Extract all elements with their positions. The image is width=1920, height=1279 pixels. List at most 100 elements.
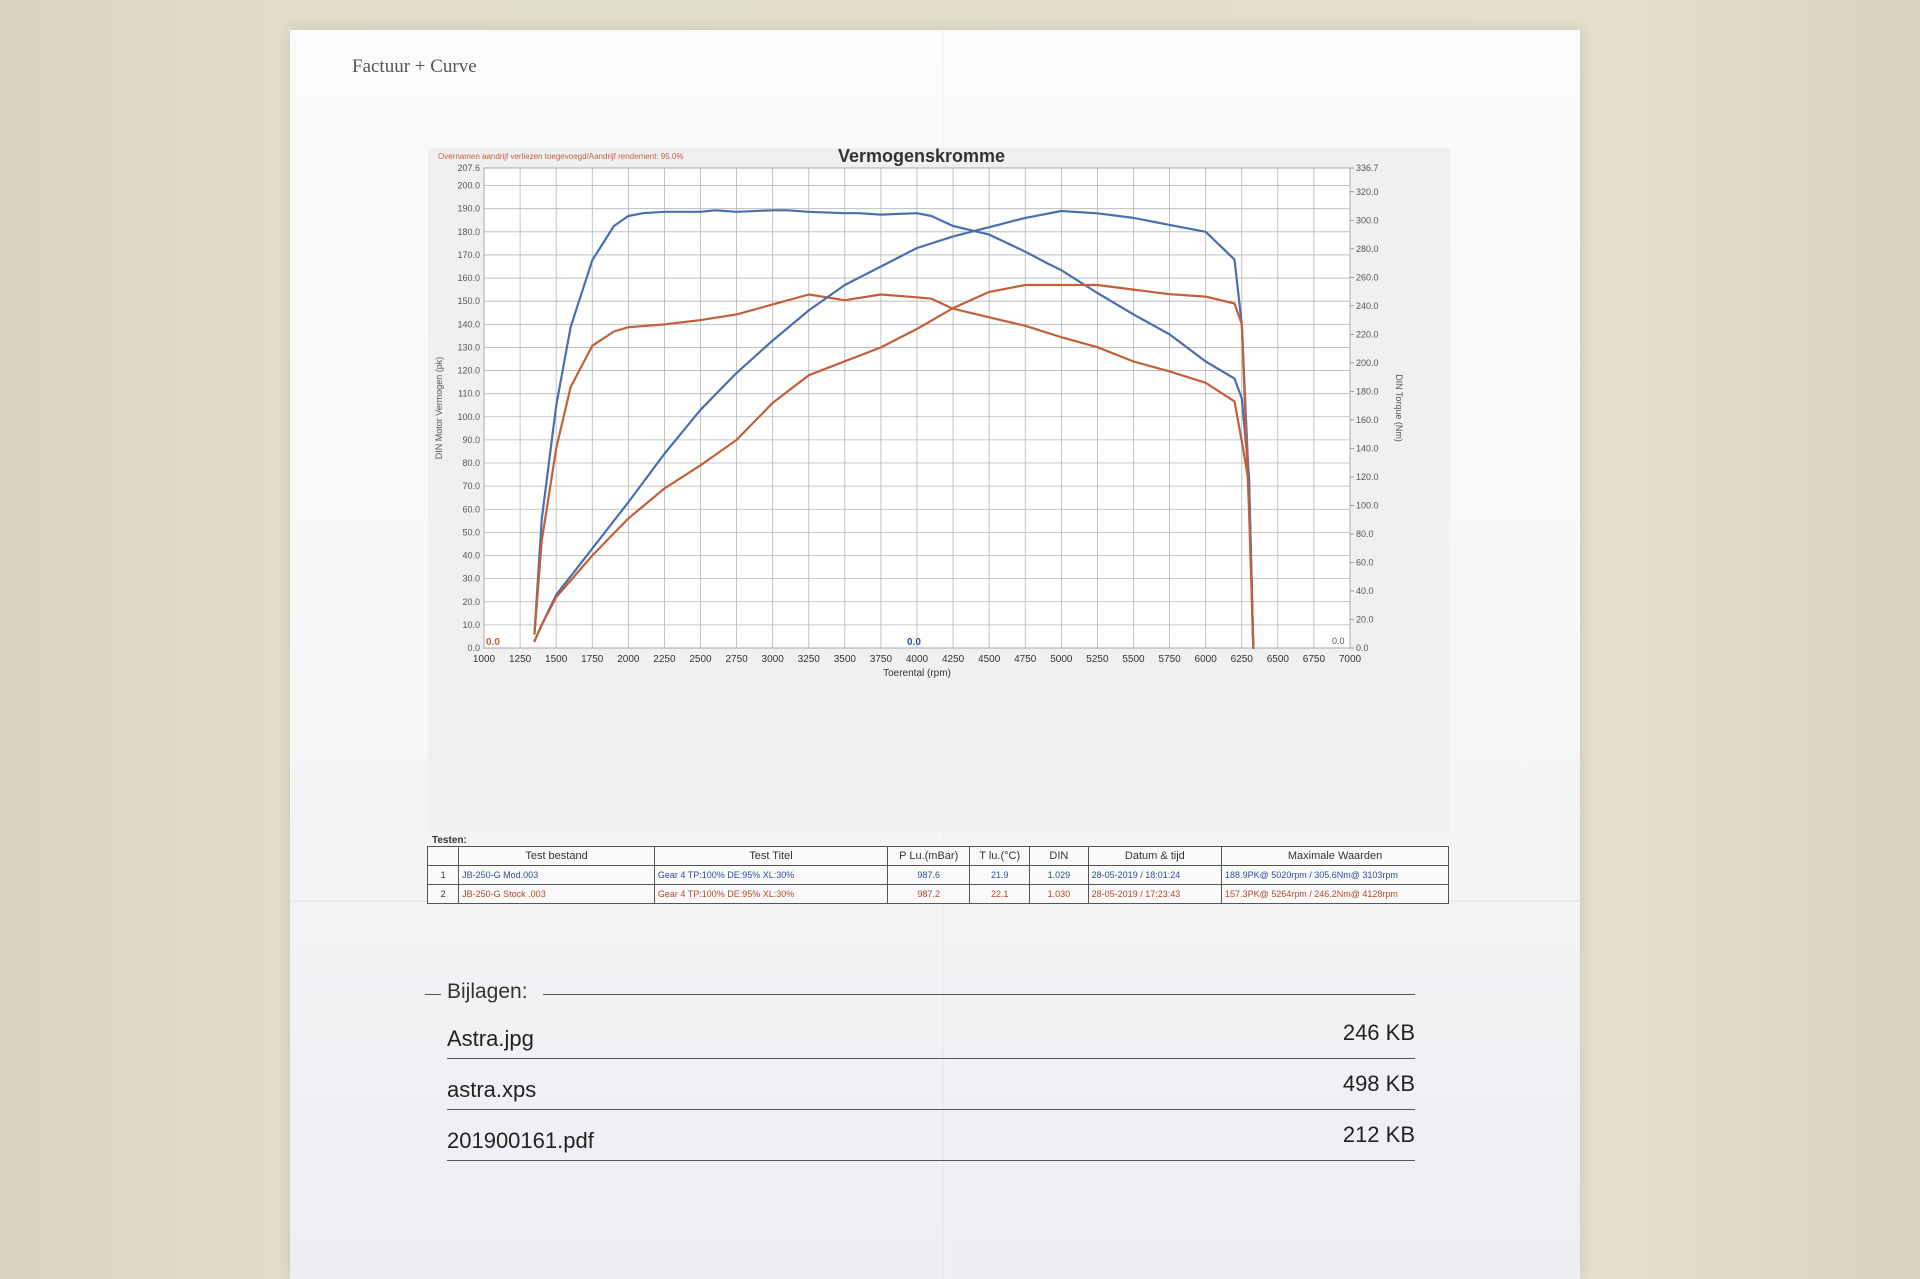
y-right-tick-label: 0.0 xyxy=(1356,643,1369,653)
zero-label-left: 0.0 xyxy=(486,637,500,648)
y-left-tick-label: 180.0 xyxy=(457,227,480,237)
y-right-tick-label: 180.0 xyxy=(1356,386,1379,396)
x-tick-label: 6500 xyxy=(1267,654,1290,665)
table-cell: 987.2 xyxy=(886,884,971,904)
table-cell: 157.3PK@ 5264rpm / 246.2Nm@ 4128rpm xyxy=(1221,884,1449,904)
y-left-tick-label: 30.0 xyxy=(462,574,480,584)
y-left-tick-label: 170.0 xyxy=(457,250,480,260)
tests-header-cell: T lu.(°C) xyxy=(969,846,1031,866)
table-cell: 28-05-2019 / 18:01:24 xyxy=(1087,865,1223,885)
tests-header-cell: DIN xyxy=(1029,846,1089,866)
y-right-tick-label: 160.0 xyxy=(1356,415,1379,425)
y-right-tick-label: 240.0 xyxy=(1356,301,1379,311)
x-tick-label: 4250 xyxy=(942,654,965,665)
printed-document: Factuur + Curve 1000 1250 1500 1750 2000 2250… xyxy=(290,30,1580,1279)
attachment-name[interactable]: Astra.jpg xyxy=(447,1026,534,1051)
table-cell: Gear 4 TP:100% DE:95% XL:30% xyxy=(653,865,889,885)
attachment-item[interactable]: 201900161.pdf 212 KB xyxy=(447,1110,1415,1161)
x-tick-label: 2500 xyxy=(689,654,712,665)
attachments-heading-row: Bijlagen: xyxy=(425,980,1415,1008)
y-left-tick-label: 20.0 xyxy=(462,597,480,607)
x-tick-label: 1000 xyxy=(473,654,496,665)
tests-header-cell: Test bestand xyxy=(458,846,655,866)
x-tick-label: 3000 xyxy=(762,654,785,665)
series-line-1-torque xyxy=(533,209,1255,650)
tests-header-cell: Test Titel xyxy=(653,846,889,866)
chart-title: Vermogenskromme xyxy=(838,148,1005,166)
table-cell: 188.9PK@ 5020rpm / 305.6Nm@ 3103rpm xyxy=(1221,865,1449,885)
chart-axes: 1000 1250 1500 1750 2000 2250 2500 2750 3000 3250… xyxy=(434,163,1404,679)
attachment-size: 498 KB xyxy=(1342,1071,1415,1096)
dyno-chart-panel: 1000 1250 1500 1750 2000 2250 2500 2750 3000 3250… xyxy=(428,148,1450,832)
y-right-tick-label: 336.7 xyxy=(1356,163,1379,173)
attachment-item[interactable]: Astra.jpg 246 KB xyxy=(447,1008,1415,1059)
tests-header-cell: Datum & tijd xyxy=(1087,846,1223,866)
table-cell: 22.1 xyxy=(969,884,1031,904)
y-right-tick-label: 260.0 xyxy=(1356,272,1379,282)
y-right-tick-label: 320.0 xyxy=(1356,187,1379,197)
attachments-list: Astra.jpg 246 KB astra.xps 498 KB 201900161.… xyxy=(425,1008,1415,1161)
x-tick-label: 2250 xyxy=(653,654,676,665)
y-right-tick-label: 80.0 xyxy=(1356,529,1374,539)
x-tick-label: 6750 xyxy=(1303,654,1326,665)
y-left-tick-label: 100.0 xyxy=(457,412,480,422)
table-row: 1 JB-250-G Mod.003 Gear 4 TP:100% DE:95% X… xyxy=(426,865,1449,885)
zero-label-center: 0.0 xyxy=(907,637,921,648)
dyno-chart: 1000 1250 1500 1750 2000 2250 2500 2750 3000 3250… xyxy=(434,148,1404,679)
y-left-tick-label: 10.0 xyxy=(462,620,480,630)
x-tick-label: 1500 xyxy=(545,654,568,665)
table-cell: 2 xyxy=(426,884,460,904)
y-right-tick-label: 60.0 xyxy=(1356,557,1374,567)
table-cell: JB-250-G Stock .003 xyxy=(458,884,655,904)
document-header: Factuur + Curve xyxy=(352,56,477,77)
table-row: 2 JB-250-G Stock .003 Gear 4 TP:100% DE:95… xyxy=(426,884,1449,904)
y-left-tick-label: 200.0 xyxy=(457,181,480,191)
table-cell: 1 xyxy=(426,865,460,885)
y-left-tick-label: 120.0 xyxy=(457,366,480,376)
y-left-tick-label: 190.0 xyxy=(457,204,480,214)
chart-subtitle: Overnamen aandrijf verliezen toegevoegd/… xyxy=(438,152,683,161)
x-tick-label: 4000 xyxy=(906,654,929,665)
y-right-tick-label: 300.0 xyxy=(1356,215,1379,225)
y-right-tick-label: 200.0 xyxy=(1356,358,1379,368)
x-tick-label: 1750 xyxy=(581,654,604,665)
series-line-4-power xyxy=(533,283,1255,650)
y-left-axis-label: DIN Motor Vermogen (pk) xyxy=(434,357,444,460)
attachment-name[interactable]: astra.xps xyxy=(447,1077,537,1102)
x-tick-label: 1250 xyxy=(509,654,532,665)
x-tick-label: 5750 xyxy=(1158,654,1181,665)
x-tick-label: 5250 xyxy=(1086,654,1109,665)
y-left-tick-label: 90.0 xyxy=(462,435,480,445)
y-left-tick-label: 150.0 xyxy=(457,296,480,306)
heading-rule-right xyxy=(543,994,1415,995)
y-left-tick-label: 0.0 xyxy=(467,643,480,653)
table-cell: JB-250-G Mod.003 xyxy=(458,865,655,885)
x-tick-label: 2000 xyxy=(617,654,640,665)
table-cell: 1.029 xyxy=(1029,865,1089,885)
y-left-tick-label: 110.0 xyxy=(458,389,480,399)
zero-label-right: 0.0 xyxy=(1332,636,1345,646)
table-cell: 21.9 xyxy=(969,865,1031,885)
attachment-name[interactable]: 201900161.pdf xyxy=(447,1128,594,1153)
attachment-size: 212 KB xyxy=(1342,1122,1415,1147)
tests-header-cell xyxy=(426,846,460,866)
table-cell: 28-05-2019 / 17:23:43 xyxy=(1087,884,1223,904)
y-right-tick-label: 20.0 xyxy=(1356,614,1374,624)
y-right-tick-label: 140.0 xyxy=(1356,443,1379,453)
table-cell: 1.030 xyxy=(1029,884,1089,904)
y-left-tick-label: 140.0 xyxy=(457,319,480,329)
y-right-axis-label: DIN Torque (Nm) xyxy=(1394,374,1404,442)
tests-table-header: Test bestand Test Titel P Lu.(mBar) T lu.(°… xyxy=(426,846,1449,866)
heading-rule-left xyxy=(425,994,441,995)
y-left-tick-label: 50.0 xyxy=(462,527,480,537)
x-tick-label: 3500 xyxy=(834,654,857,665)
x-tick-label: 7000 xyxy=(1339,654,1362,665)
y-left-tick-label: 80.0 xyxy=(462,458,480,468)
attachment-item[interactable]: astra.xps 498 KB xyxy=(447,1059,1415,1110)
x-tick-label: 3750 xyxy=(870,654,893,665)
x-tick-label: 5000 xyxy=(1050,654,1073,665)
y-left-tick-label: 207.6 xyxy=(457,163,480,173)
tests-table: Test bestand Test Titel P Lu.(mBar) T lu.(°… xyxy=(426,846,1449,904)
x-tick-label: 3250 xyxy=(798,654,821,665)
x-tick-label: 2750 xyxy=(725,654,748,665)
